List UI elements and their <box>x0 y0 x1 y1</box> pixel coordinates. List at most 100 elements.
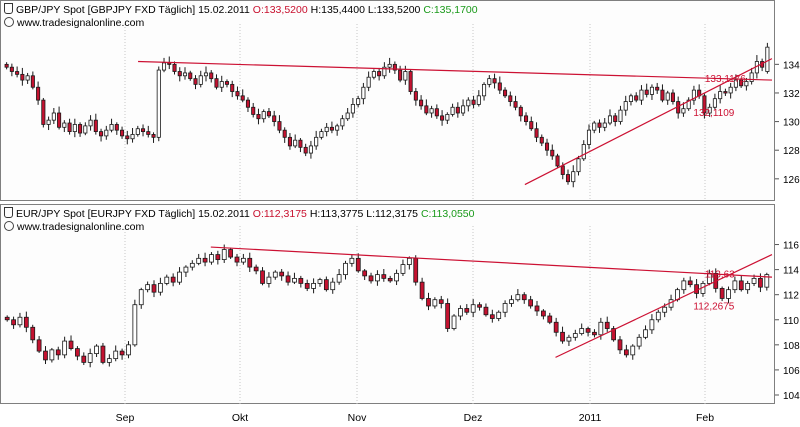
candle-up <box>681 280 687 291</box>
candle-down <box>592 331 597 336</box>
candle-down <box>503 89 508 97</box>
x-tick-label: 2011 <box>578 412 602 424</box>
candle-down <box>245 99 250 108</box>
candle-down <box>55 349 61 356</box>
resistance-value-label: 113,63 <box>705 270 735 281</box>
candle-down <box>368 275 374 282</box>
candle-up <box>349 257 355 264</box>
gbpjpy-website: www.tradesignalonline.com <box>4 17 144 29</box>
candle-down <box>413 91 418 101</box>
candle-down <box>30 75 35 88</box>
candle-down <box>282 129 287 138</box>
candle-up <box>450 106 455 115</box>
y-tick-label: 104 <box>783 391 800 402</box>
y-tick-label: 126 <box>783 175 800 186</box>
support-value-label: 112,2675 <box>693 301 734 312</box>
candle-down <box>455 106 460 114</box>
candle-down <box>68 340 74 349</box>
y-tick-label: 108 <box>783 341 800 352</box>
candle-up <box>515 294 521 301</box>
candle-up <box>686 99 691 110</box>
candle-down <box>477 304 482 308</box>
eurjpy-open: O:112,3175 <box>252 208 307 220</box>
candle-up <box>272 271 278 278</box>
candle-down <box>489 314 495 319</box>
candle-up <box>502 303 508 313</box>
candle-up <box>571 171 576 183</box>
candle-down <box>758 277 763 288</box>
candle-down <box>597 122 602 128</box>
gbpjpy-plot-area[interactable] <box>0 0 775 201</box>
candle-up <box>375 274 380 282</box>
candle-up <box>598 321 604 336</box>
y-tick-label: 112 <box>783 291 799 302</box>
candle-up <box>319 131 324 138</box>
candle-up <box>126 344 131 356</box>
candle-up <box>311 283 316 289</box>
indicator-icon[interactable] <box>4 3 13 14</box>
candle-down <box>303 146 308 154</box>
candle-down <box>408 71 413 92</box>
candle-down <box>67 122 72 133</box>
candle-down <box>634 95 639 101</box>
x-tick-label: Sep <box>115 412 135 424</box>
gbpjpy-panel: 134 132 130 128 126 133,1176 132,1109 GBP/JPY … <box>0 0 800 201</box>
candle-down <box>234 256 240 263</box>
candle-down <box>723 91 728 94</box>
candle-down <box>585 328 591 333</box>
candle-down <box>146 131 151 135</box>
candle-up <box>177 271 182 283</box>
eurjpy-plot-area[interactable] <box>0 204 775 404</box>
candle-down <box>471 99 476 105</box>
candle-up <box>104 129 109 137</box>
candle-up <box>266 276 272 284</box>
candle-up <box>72 124 77 133</box>
candle-up <box>487 78 492 85</box>
eurjpy-panel: 116 114 112 110 108 106 104 113,63 112,2675 EUR/… <box>0 204 800 404</box>
candle-up <box>718 91 723 100</box>
candle-up <box>156 69 161 138</box>
candle-up <box>403 71 408 81</box>
candle-up <box>576 158 581 173</box>
candle-down <box>524 115 529 122</box>
website-label: www.tradesignalonline.com <box>17 221 145 233</box>
candle-down <box>544 142 550 151</box>
candle-down <box>377 71 382 77</box>
candle-down <box>247 257 253 268</box>
candle-down <box>440 115 445 121</box>
candle-down <box>424 105 429 114</box>
candle-down <box>141 128 146 133</box>
candle-up <box>636 336 642 347</box>
candle-down <box>329 126 334 131</box>
resistance-value-label: 133,1176 <box>705 74 746 85</box>
candle-down <box>497 82 502 91</box>
candle-down <box>20 73 25 81</box>
candle-down <box>272 115 277 122</box>
candle-down <box>555 155 560 167</box>
gbpjpy-header: GBP/JPY Spot [GBPJPY FXD Täglich] 15.02.… <box>4 3 478 16</box>
candle-down <box>240 95 245 101</box>
candle-down <box>119 350 125 356</box>
candle-up <box>88 119 93 127</box>
candle-down <box>483 306 489 316</box>
candle-up <box>94 345 99 355</box>
candle-down <box>670 92 675 102</box>
gbpjpy-open: O:133,5200 <box>252 4 308 16</box>
support-trendline <box>555 254 773 358</box>
indicator-icon[interactable] <box>4 207 13 218</box>
candle-up <box>335 125 340 131</box>
candle-down <box>419 99 424 107</box>
globe-icon <box>4 221 14 231</box>
candle-up <box>17 316 23 326</box>
resistance-trendline <box>210 246 773 278</box>
candle-down <box>553 321 559 333</box>
candle-up <box>240 257 246 263</box>
candle-down <box>560 165 565 175</box>
candle-down <box>151 134 156 138</box>
candle-down <box>528 299 534 307</box>
candle-up <box>586 129 592 145</box>
candle-up <box>324 126 329 133</box>
candle-up <box>496 311 502 319</box>
candle-down <box>188 72 193 80</box>
candle-up <box>387 63 392 68</box>
